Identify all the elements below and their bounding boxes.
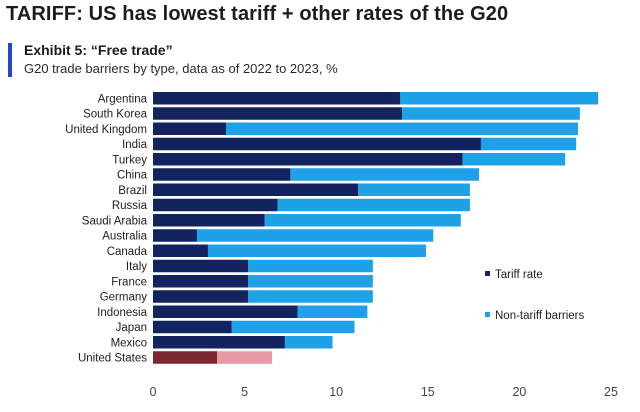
bar-tariff-rate-mexico [153, 336, 285, 349]
category-label-indonesia: Indonesia [97, 307, 147, 319]
legend-swatch-tariff-rate [485, 271, 490, 276]
category-label-united-kingdom: United Kingdom [65, 124, 147, 136]
bar-tariff-rate-india [153, 137, 481, 151]
bar-non-tariff-barriers-australia [196, 229, 434, 242]
category-label-south-korea: South Korea [83, 109, 148, 121]
bar-tariff-rate-china [153, 168, 291, 181]
bar-non-tariff-barriers-argentina [400, 92, 599, 105]
bar-non-tariff-barriers-japan [231, 320, 355, 334]
bar-tariff-rate-united-kingdom [153, 122, 227, 135]
category-label-united-states: United States [78, 353, 147, 365]
bar-tariff-rate-australia [153, 229, 197, 242]
category-label-mexico: Mexico [111, 337, 147, 349]
category-label-australia: Australia [102, 231, 147, 243]
legend-label-non-tariff-barriers: Non-tariff barriers [495, 310, 585, 322]
exhibit-title: Exhibit 5: “Free trade” [24, 42, 173, 58]
bar-non-tariff-barriers-united-states [217, 351, 273, 364]
bar-tariff-rate-south-korea [153, 107, 403, 120]
bar-non-tariff-barriers-mexico [284, 336, 333, 349]
x-tick-label-20: 20 [512, 385, 526, 399]
x-tick-label-25: 25 [604, 385, 618, 399]
bar-tariff-rate-brazil [153, 183, 359, 196]
x-tick-label-5: 5 [241, 385, 248, 399]
bar-tariff-rate-russia [153, 198, 278, 212]
bar-tariff-rate-saudi-arabia [153, 214, 265, 227]
bar-tariff-rate-japan [153, 320, 232, 334]
category-label-russia: Russia [112, 200, 148, 212]
bar-non-tariff-barriers-india [480, 137, 577, 151]
bar-tariff-rate-france [153, 275, 249, 288]
x-tick-label-15: 15 [421, 385, 435, 399]
exhibit-accent-bar [8, 43, 12, 77]
bar-tariff-rate-italy [153, 259, 249, 273]
bar-tariff-rate-indonesia [153, 305, 298, 318]
category-label-india: India [122, 139, 148, 151]
x-tick-label-0: 0 [150, 385, 157, 399]
bar-non-tariff-barriers-turkey [462, 153, 566, 166]
headline: TARIFF: US has lowest tariff + other rat… [6, 3, 509, 25]
legend-label-tariff-rate: Tariff rate [495, 269, 543, 281]
bar-non-tariff-barriers-brazil [358, 183, 470, 196]
bar-non-tariff-barriers-indonesia [297, 305, 368, 318]
bar-tariff-rate-germany [153, 290, 249, 303]
bar-non-tariff-barriers-france [248, 275, 373, 288]
category-label-brazil: Brazil [118, 185, 147, 197]
bar-non-tariff-barriers-south-korea [402, 107, 580, 120]
bar-non-tariff-barriers-canada [207, 244, 426, 257]
bar-non-tariff-barriers-germany [248, 290, 373, 303]
bar-tariff-rate-turkey [153, 153, 463, 166]
bar-non-tariff-barriers-china [290, 168, 480, 181]
category-label-canada: Canada [107, 246, 148, 258]
bar-non-tariff-barriers-russia [277, 198, 470, 212]
bar-non-tariff-barriers-saudi-arabia [264, 214, 461, 227]
category-label-argentina: Argentina [98, 93, 148, 105]
category-label-japan: Japan [116, 322, 147, 334]
category-label-saudi-arabia: Saudi Arabia [82, 215, 148, 227]
bar-tariff-rate-united-states [153, 351, 218, 364]
x-tick-label-10: 10 [329, 385, 343, 399]
bar-non-tariff-barriers-italy [248, 259, 373, 273]
exhibit-subtitle: G20 trade barriers by type, data as of 2… [24, 61, 338, 76]
bar-non-tariff-barriers-united-kingdom [226, 122, 579, 135]
bar-tariff-rate-argentina [153, 92, 401, 105]
category-label-germany: Germany [100, 292, 148, 304]
category-label-france: France [111, 276, 147, 288]
category-label-italy: Italy [126, 261, 147, 273]
category-label-china: China [117, 170, 148, 182]
bar-tariff-rate-canada [153, 244, 208, 257]
legend-swatch-non-tariff-barriers [485, 312, 490, 317]
category-label-turkey: Turkey [112, 154, 147, 166]
